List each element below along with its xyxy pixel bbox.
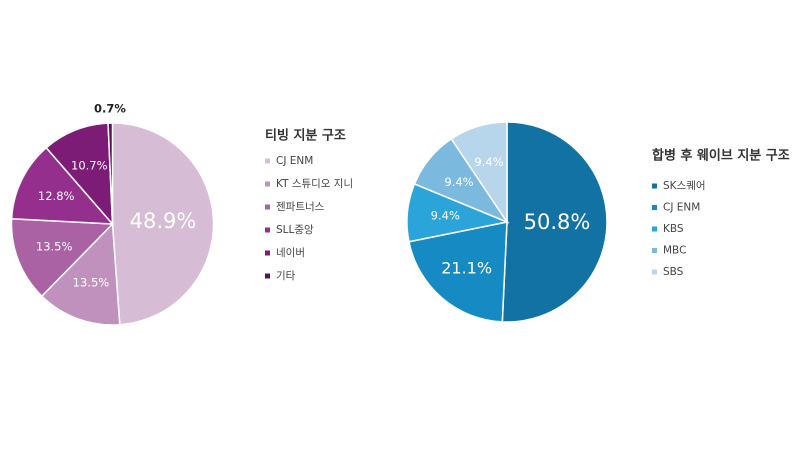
data-label: 13.5% — [73, 275, 110, 289]
legend-label: SK스퀘어 — [663, 180, 706, 192]
legend-title: 티빙 지분 구조 — [265, 128, 346, 144]
legend-swatch — [652, 183, 657, 189]
legend-label: SLL중앙 — [276, 224, 314, 236]
legend-label: CJ ENM — [276, 155, 313, 167]
legend-swatch — [652, 269, 657, 275]
data-label: 9.4% — [431, 209, 460, 223]
legend-swatch — [265, 273, 270, 279]
data-label: 21.1% — [441, 259, 492, 278]
pie-slice — [40, 222, 121, 326]
pie-slice — [45, 122, 114, 227]
legend-swatch — [265, 158, 270, 164]
data-label: 10.7% — [71, 158, 108, 172]
legend-label: 네이버 — [276, 247, 305, 259]
legend-label: KBS — [663, 223, 684, 235]
legend-label: KT 스튜디오 지니 — [276, 178, 353, 190]
data-label: 50.8% — [524, 210, 591, 234]
legend-label: MBC — [663, 245, 686, 257]
legend-label: CJ ENM — [663, 202, 700, 214]
data-label: 48.9% — [130, 209, 197, 233]
legend-swatch — [652, 248, 657, 253]
data-label: 9.4% — [474, 155, 503, 169]
legend-label: 젠파트너스 — [276, 201, 325, 213]
pie-slice — [450, 121, 508, 225]
pie-slice — [501, 121, 608, 323]
legend-label: SBS — [663, 266, 684, 278]
data-label: 13.5% — [36, 239, 73, 253]
data-label: 9.4% — [444, 175, 473, 189]
legend-title: 합병 후 웨이브 지분 구조 — [652, 148, 790, 164]
legend-swatch — [265, 227, 270, 233]
data-label: 0.7% — [94, 102, 126, 116]
legend-swatch — [265, 204, 270, 210]
legend-label: 기타 — [276, 270, 296, 282]
pie-slice — [408, 221, 508, 323]
legend-swatch — [265, 250, 270, 256]
pie-slice — [111, 122, 215, 326]
legend-swatch — [265, 181, 270, 187]
data-label: 12.8% — [38, 189, 75, 203]
pie-slice — [107, 122, 114, 225]
legend-swatch — [652, 226, 657, 232]
pie-slice — [10, 217, 115, 298]
pie-slice — [10, 146, 115, 225]
legend-swatch — [652, 205, 657, 210]
